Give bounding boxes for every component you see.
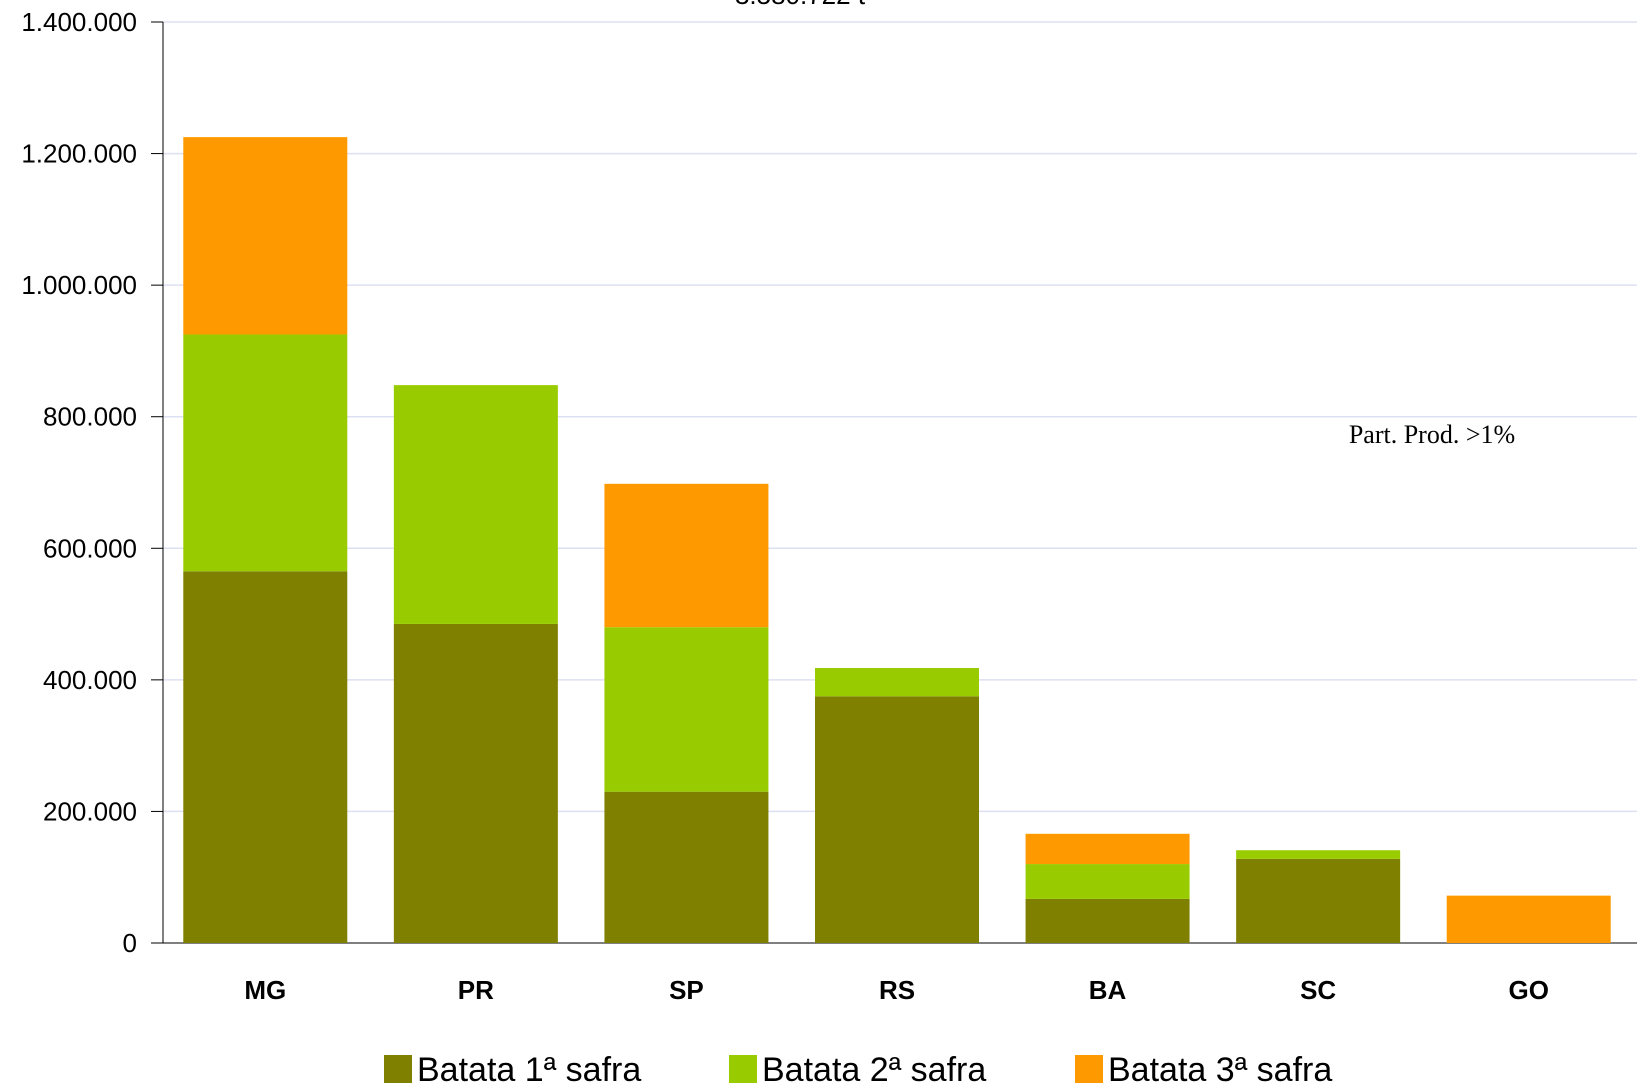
bar-segment-go-series-3 — [1446, 895, 1611, 943]
total-label: 3.580.722 t — [735, 0, 866, 10]
x-category-label: SC — [1300, 975, 1336, 1005]
bar-segment-pr-series-2 — [393, 385, 558, 624]
bar-segment-ba-series-2 — [1025, 864, 1190, 899]
bar-segment-pr-series-1 — [393, 623, 558, 943]
x-category-label: MG — [244, 975, 286, 1005]
bar-segment-sp-series-2 — [604, 627, 769, 792]
x-category-label: BA — [1089, 975, 1127, 1005]
y-tick-label: 400.000 — [43, 665, 137, 695]
annotation-note: Part. Prod. >1% — [1349, 420, 1515, 449]
x-category-label: SP — [669, 975, 704, 1005]
bar-segment-ba-series-1 — [1025, 898, 1190, 943]
legend-label: Batata 1ª safra — [417, 1051, 641, 1085]
legend-label: Batata 3ª safra — [1108, 1051, 1332, 1085]
y-tick-label: 1.000.000 — [21, 270, 137, 300]
y-tick-label: 800.000 — [43, 402, 137, 432]
legend: Batata 1ª safra Batata 2ª safra Batata 3ª … — [384, 1051, 1332, 1085]
bar-segment-sp-series-3 — [604, 483, 769, 628]
bar-segment-sc-series-1 — [1236, 858, 1401, 943]
legend-swatch — [729, 1055, 757, 1083]
bar-segment-rs-series-2 — [815, 668, 979, 697]
bar-segment-sc-series-2 — [1236, 850, 1401, 859]
x-category-label: GO — [1508, 975, 1548, 1005]
x-category-label: PR — [458, 975, 494, 1005]
bars — [183, 137, 1611, 943]
bar-segment-sp-series-1 — [604, 791, 769, 943]
bar-segment-ba-series-3 — [1025, 833, 1190, 865]
bar-segment-mg-series-3 — [183, 137, 348, 335]
y-tick-label: 600.000 — [43, 533, 137, 563]
y-tick-label: 0 — [123, 928, 137, 958]
bar-segment-mg-series-2 — [183, 334, 348, 572]
y-tick-label: 1.400.000 — [21, 7, 137, 37]
x-category-label: RS — [879, 975, 915, 1005]
y-tick-label: 200.000 — [43, 796, 137, 826]
legend-label: Batata 2ª safra — [762, 1051, 986, 1085]
legend-swatch — [1075, 1055, 1103, 1083]
bar-segment-rs-series-1 — [815, 696, 979, 943]
bar-segment-mg-series-1 — [183, 571, 348, 943]
legend-swatch — [384, 1055, 412, 1083]
x-axis-labels: MG PR SP RS BA SC GO — [244, 975, 1549, 1005]
y-tick-label: 1.200.000 — [21, 139, 137, 169]
